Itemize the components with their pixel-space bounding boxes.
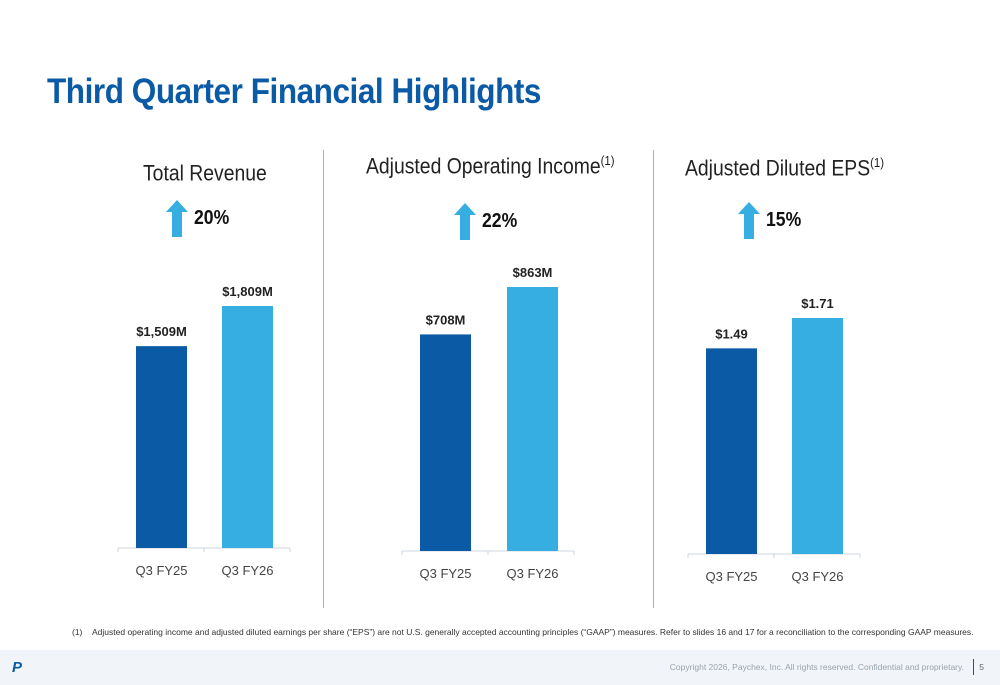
data-label: $1.49 xyxy=(715,326,748,341)
bar-q3-fy26 xyxy=(792,318,843,554)
panel-title-text: Total Revenue xyxy=(143,160,267,186)
bar-q3-fy26 xyxy=(222,306,273,548)
x-tick-label: Q3 FY26 xyxy=(791,569,843,584)
chart-0: $1,509M Q3 FY25 $1,809M Q3 FY26 xyxy=(117,284,291,578)
data-label: $1.71 xyxy=(801,296,834,311)
data-label: $708M xyxy=(426,312,466,327)
panel-title: Adjusted Diluted EPS(1) xyxy=(685,155,884,181)
up-arrow-icon xyxy=(454,203,476,240)
panel-divider-2 xyxy=(653,150,654,608)
chart-1: $708M Q3 FY25 $863M Q3 FY26 xyxy=(401,265,575,581)
x-tick-label: Q3 FY25 xyxy=(419,566,471,581)
copyright: Copyright 2026, Paychex, Inc. All rights… xyxy=(669,662,964,672)
paychex-logo-icon: P xyxy=(8,658,26,676)
bar-q3-fy25 xyxy=(136,346,187,548)
up-arrow-icon xyxy=(738,202,760,239)
data-label: $1,809M xyxy=(222,284,273,299)
operating-income-panel: Adjusted Operating Income(1) 22% xyxy=(0,0,615,630)
data-label: $863M xyxy=(513,265,553,280)
panel-title-footnote: (1) xyxy=(870,155,885,170)
chart-2: $1.49 Q3 FY25 $1.71 Q3 FY26 xyxy=(687,296,861,584)
x-tick-label: Q3 FY26 xyxy=(506,566,558,581)
eps-panel: Adjusted Diluted EPS(1) 15% xyxy=(0,0,884,630)
footnote-number: (1) xyxy=(72,627,83,637)
panel-title: Total Revenue xyxy=(143,160,267,186)
footnote: (1) Adjusted operating income and adjuste… xyxy=(72,627,974,637)
data-label: $1,509M xyxy=(136,324,187,339)
bar-q3-fy25 xyxy=(706,348,757,554)
panel-title-text: Adjusted Operating Income xyxy=(366,153,601,179)
growth-value: 15% xyxy=(766,209,802,231)
panel-title-footnote: (1) xyxy=(600,153,615,168)
x-tick-label: Q3 FY25 xyxy=(705,569,757,584)
page-number: 5 xyxy=(979,662,984,672)
footer: P P Copyright 2026, Paychex, Inc. All ri… xyxy=(0,650,1000,685)
bar-q3-fy26 xyxy=(507,287,558,551)
footnote-text: Adjusted operating income and adjusted d… xyxy=(92,627,974,637)
bar-q3-fy25 xyxy=(420,334,471,551)
x-tick-label: Q3 FY26 xyxy=(221,563,273,578)
page-title: Third Quarter Financial Highlights xyxy=(47,72,542,111)
up-arrow-icon xyxy=(166,200,188,237)
growth-indicator: 22% xyxy=(454,203,522,240)
svg-text:P: P xyxy=(12,659,23,676)
x-tick-label: Q3 FY25 xyxy=(135,563,187,578)
panel-divider-1 xyxy=(323,150,324,608)
panel-title: Adjusted Operating Income(1) xyxy=(366,153,615,179)
growth-value: 20% xyxy=(194,207,230,229)
page-separator xyxy=(973,659,974,675)
growth-value: 22% xyxy=(482,210,518,232)
growth-indicator: 20% xyxy=(166,200,234,237)
revenue-panel: Total Revenue 20% xyxy=(0,0,310,630)
growth-indicator: 15% xyxy=(738,202,806,239)
bar-charts: $1,509M Q3 FY25 $1,809M Q3 FY26 $708M Q3 FY25… xyxy=(117,265,861,584)
panel-title-text: Adjusted Diluted EPS xyxy=(685,155,871,181)
